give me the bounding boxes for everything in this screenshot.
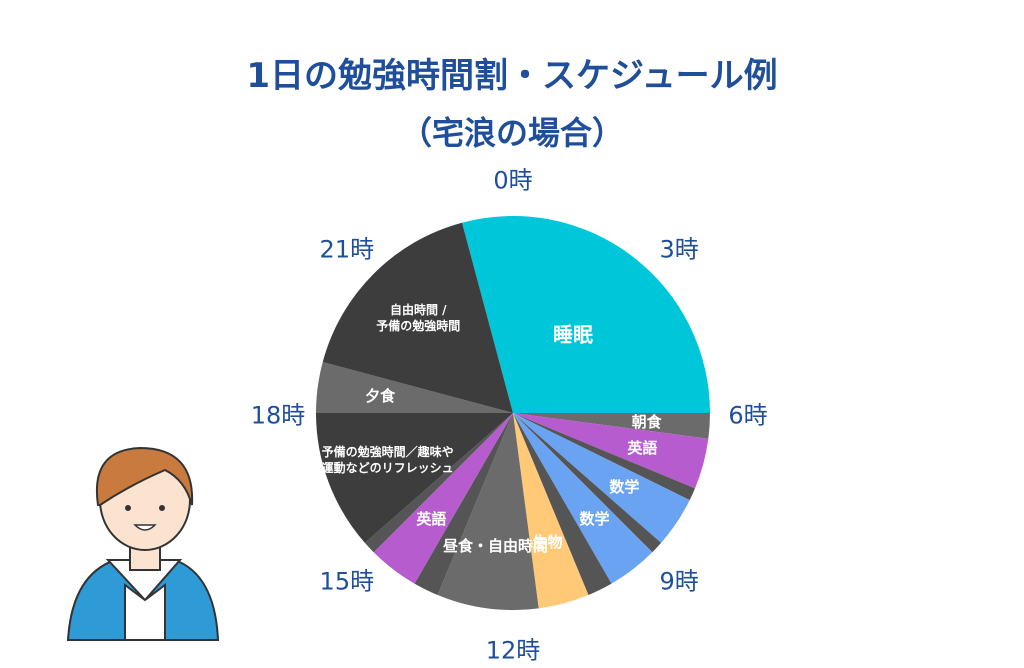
pie-slice [316,413,513,543]
slice-label: 夕食 [365,386,396,405]
pie-slice [513,413,612,596]
slice-label: 生物 [532,533,563,552]
hour-label: 0時 [493,166,533,195]
hour-label: 12時 [485,636,541,665]
pie-slice [364,413,513,553]
hour-label: 21時 [319,235,375,264]
slice-label: 数学 [609,478,640,497]
pie-slice [513,413,696,501]
pie-slice [322,222,513,413]
hour-label: 18時 [250,401,306,430]
slice-label: 昼食・自由時間 [442,536,549,555]
pie-slice [513,413,709,489]
pie-slice [437,413,539,610]
slice-label: 英語 [416,510,447,529]
hour-label: 3時 [659,235,699,264]
slice-label: 自由時間 / 予備の勉強時間 [376,303,461,334]
pie-slice [373,413,513,584]
pie-slice [513,413,589,609]
hour-label: 15時 [319,567,375,596]
slice-label: 睡眠 [552,322,593,347]
pie-slice [414,413,513,596]
slice-label: 予備の勉強時間／趣味や 運動などのリフレッシュ [321,444,454,476]
pie-slice [316,362,513,413]
chart-title: 1日の勉強時間割・スケジュール例 [246,56,778,96]
hour-label: 6時 [728,401,768,430]
slice-label: 朝食 [631,412,662,431]
slice-label: 英語 [627,438,658,457]
pie-slice [462,216,710,413]
hour-label: 9時 [659,567,699,596]
pie-slice [513,413,690,543]
chart-subtitle: （宅浪の場合） [399,114,624,152]
illustration [66,446,220,641]
pie-slice [513,413,710,439]
pie-slice [513,413,653,584]
pie-slice [513,413,662,553]
slice-label: 数学 [579,510,610,529]
